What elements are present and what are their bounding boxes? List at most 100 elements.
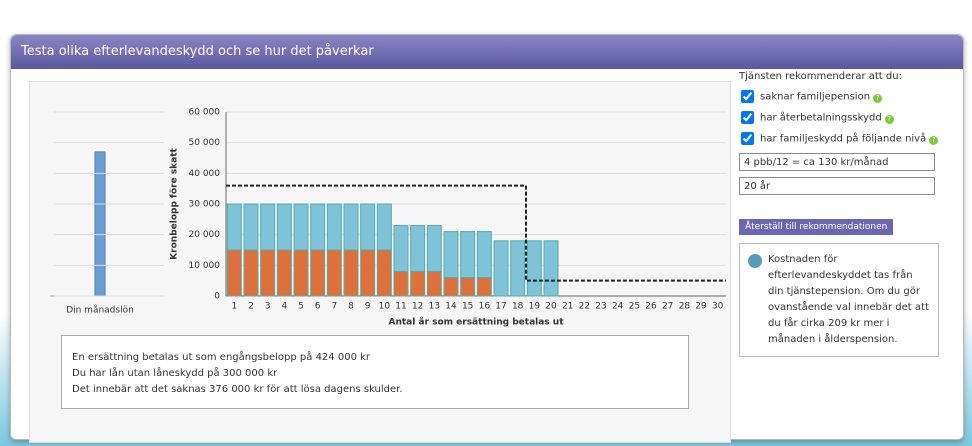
bar-segment: [377, 250, 391, 296]
bar-segment: [294, 204, 308, 250]
checkbox[interactable]: [741, 90, 754, 103]
option[interactable]: saknar familjepension?: [739, 90, 957, 103]
y-tick-label: 40 000: [189, 169, 221, 179]
x-tick-label: 12: [412, 302, 423, 312]
bar-segment: [544, 241, 558, 296]
bar-segment: [361, 250, 375, 296]
chart: Din månadslön Kronbelopp före skatt Antal …: [30, 82, 730, 342]
x-tick-label: 19: [529, 302, 541, 312]
x-tick-label: 7: [331, 302, 337, 312]
x-tick-label: 30: [712, 302, 724, 312]
bar-segment: [411, 225, 425, 271]
header-title: Testa olika efterlevandeskydd och se hur…: [11, 35, 963, 69]
bar-segment: [427, 271, 441, 296]
bar-segment: [427, 225, 441, 271]
info-icon: [748, 254, 762, 268]
bar-segment: [227, 250, 241, 296]
x-tick-label: 28: [679, 302, 691, 312]
info-box: Kostnaden för efterlevandeskyddet tas fr…: [739, 243, 939, 357]
x-tick-label: 26: [645, 302, 657, 312]
y-axis-label: Kronbelopp före skatt: [170, 147, 180, 259]
x-tick-label: 18: [512, 302, 524, 312]
y-tick-label: 60 000: [189, 108, 221, 118]
bar-segment: [327, 250, 341, 296]
y-tick-label: 50 000: [189, 138, 221, 148]
bar-segment: [294, 250, 308, 296]
x-tick-label: 4: [281, 302, 287, 312]
bar-segment: [394, 225, 408, 271]
bar-segment: [261, 250, 275, 296]
page: Testa olika efterlevandeskydd och se hur…: [0, 0, 972, 446]
bar-segment: [244, 250, 258, 296]
y-tick-label: 20 000: [189, 230, 221, 240]
bar-segment: [377, 204, 391, 250]
checkbox[interactable]: [741, 111, 754, 124]
option-label: saknar familjepension: [760, 92, 870, 103]
bar-segment: [394, 271, 408, 296]
x-tick-label: Din månadslön: [66, 305, 134, 316]
x-tick-label: 6: [315, 302, 321, 312]
x-tick-label: 15: [462, 302, 473, 312]
bar-segment: [277, 204, 291, 250]
bar-segment: [461, 232, 475, 278]
panel: Testa olika efterlevandeskydd och se hur…: [10, 34, 964, 440]
y-tick-label: 10 000: [189, 261, 221, 271]
x-tick-label: 11: [395, 302, 406, 312]
bar-segment: [311, 250, 325, 296]
years-select[interactable]: 20 år: [739, 177, 935, 195]
info-text: Kostnaden för efterlevandeskyddet tas fr…: [768, 254, 929, 345]
x-tick-label: 16: [479, 302, 491, 312]
x-tick-label: 2: [248, 302, 254, 312]
option-label: har återbetalningsskydd: [760, 113, 882, 124]
bar-segment: [444, 278, 458, 296]
summary-line: Det innebär att det saknas 376 000 kr fö…: [72, 382, 678, 398]
help-icon[interactable]: ?: [873, 94, 882, 103]
x-tick-label: 5: [298, 302, 304, 312]
bar-segment: [461, 278, 475, 296]
bar-segment: [444, 232, 458, 278]
bar-segment: [344, 250, 358, 296]
x-tick-label: 27: [662, 302, 673, 312]
x-tick-label: 22: [579, 302, 590, 312]
intro: Tjänsten rekommenderar att du:: [739, 71, 957, 82]
bar-segment: [477, 278, 491, 296]
option[interactable]: har familjeskydd på följande nivå?: [739, 132, 957, 145]
summary-line: En ersättning betalas ut som engångsbelo…: [72, 350, 678, 366]
x-tick-label: 24: [612, 302, 624, 312]
bar-segment: [344, 204, 358, 250]
bar-segment: [361, 204, 375, 250]
x-tick-label: 25: [629, 302, 640, 312]
x-tick-label: 8: [348, 302, 354, 312]
bar-segment: [244, 204, 258, 250]
x-tick-label: 23: [595, 302, 606, 312]
bar-segment: [477, 232, 491, 278]
option-label: har familjeskydd på följande nivå: [760, 134, 926, 145]
help-icon[interactable]: ?: [885, 115, 894, 124]
x-tick-label: 1: [231, 302, 237, 312]
bar-segment: [411, 271, 425, 296]
checkbox[interactable]: [741, 132, 754, 145]
bar-segment: [277, 250, 291, 296]
x-tick-label: 9: [365, 302, 371, 312]
summary: En ersättning betalas ut som engångsbelo…: [61, 335, 689, 409]
bar-segment: [327, 204, 341, 250]
level-select[interactable]: 4 pbb/12 = ca 130 kr/månad: [739, 153, 935, 171]
reset-button[interactable]: Återställ till rekommendationen: [739, 219, 893, 235]
x-tick-label: 17: [495, 302, 506, 312]
x-tick-label: 21: [562, 302, 573, 312]
y-tick-label: 0: [214, 292, 220, 302]
bar-segment: [494, 241, 508, 296]
x-tick-label: 10: [379, 302, 391, 312]
x-tick-label: 3: [265, 302, 271, 312]
summary-line: Du har lån utan låneskydd på 300 000 kr: [72, 366, 678, 382]
x-axis-label: Antal år som ersättning betalas ut: [389, 317, 565, 328]
x-tick-label: 29: [695, 302, 707, 312]
bar-segment: [311, 204, 325, 250]
help-icon[interactable]: ?: [929, 136, 938, 145]
sidebar: Tjänsten rekommenderar att du: saknar fa…: [739, 71, 957, 431]
x-tick-label: 20: [545, 302, 557, 312]
bar-segment: [527, 241, 541, 296]
option[interactable]: har återbetalningsskydd?: [739, 111, 957, 124]
x-tick-label: 14: [445, 302, 457, 312]
bar-segment: [261, 204, 275, 250]
